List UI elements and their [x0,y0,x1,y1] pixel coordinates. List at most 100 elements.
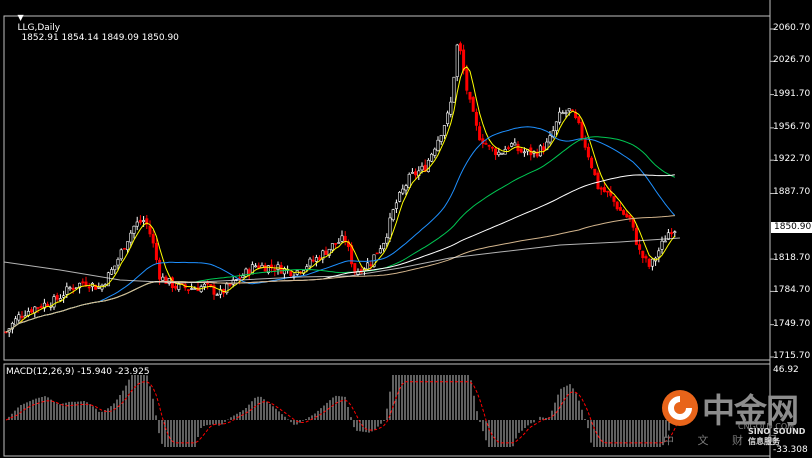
candle-body [548,135,552,143]
candle-body [458,43,462,52]
candle-body [62,295,66,298]
dropdown-triangle-icon[interactable]: ▼ [17,13,24,22]
candle-body [650,258,654,267]
candle-body [340,235,344,242]
candle-body [660,240,664,250]
candle-body [241,275,245,278]
candle-body [580,121,584,139]
watermark-site: CNGOLD.COM [738,422,795,431]
candle-body [174,285,178,289]
ma-100-line [5,174,675,333]
candle-body [58,298,62,301]
candle-body [324,250,328,255]
candle-body [564,112,568,114]
candle-body [36,307,40,309]
candle-body [10,323,14,330]
price-axis-label: 1749.70 [773,318,811,329]
candle-body [228,283,232,286]
candle-body [586,146,590,158]
ma-60-line [5,136,676,333]
candle-body [506,147,510,149]
candle-body [465,68,469,91]
ma-short-line [5,66,676,333]
candle-body [622,210,626,215]
candle-body [254,265,258,268]
candle-body [484,143,488,145]
candle-body [388,217,392,239]
candle-body [567,108,571,112]
candle-body [398,192,402,202]
candle-body [318,257,322,261]
candle-body [628,215,632,219]
price-axis-label: 2060.70 [773,23,811,33]
candle-body [17,314,21,321]
price-axis-label: 1715.70 [773,351,811,361]
candle-body [596,172,600,190]
candle-body [430,153,434,162]
candle-body [606,190,610,193]
candle-body [97,287,101,289]
candle-body [577,116,581,124]
cngold-logo-icon [662,390,698,426]
candle-body [71,287,75,290]
candle-body [634,227,638,245]
candle-body [439,135,443,142]
candle-body [522,151,526,154]
candle-body [39,305,43,308]
symbol-header: ▼ LLG,Daily 1852.91 1854.14 1849.09 1850… [6,3,178,53]
macd-histogram [5,375,679,447]
candle-body [535,151,539,157]
candle-body [394,202,398,209]
candle-body [78,282,82,289]
watermark-brand: SINO SOUND 信息服务 [748,427,806,446]
candle-body [327,248,331,256]
candle-body [263,265,267,272]
candle-body [225,283,229,294]
candle-body [212,285,216,295]
candle-body [449,101,453,115]
candle-body [663,240,667,243]
candle-body [670,232,674,235]
candle-body [478,126,482,141]
candle-body [193,288,197,290]
candle-body [538,145,542,157]
ma-long-line [3,237,681,284]
candle-body [558,111,562,123]
candle-body [154,242,158,261]
candle-body [161,276,165,281]
watermark-sub: 中 文 财 经 [663,434,788,447]
symbol-timeframe: LLG,Daily [17,23,61,33]
candle-body [308,258,312,267]
candle-body [657,250,661,258]
candle-body [551,130,555,138]
ma-30-line [5,126,676,333]
candle-body [602,187,606,193]
candle-body [554,121,558,131]
candle-body [590,157,594,169]
candle-body [385,237,389,244]
candle-body [167,278,171,284]
price-axis-label: 2026.70 [773,55,811,66]
candle-body [452,76,456,103]
candle-body [516,144,520,151]
candle-body [462,49,466,71]
candle-body [314,257,318,262]
candle-body [151,234,155,244]
macd-axis-top: 46.92 [773,365,799,375]
candle-body [599,187,603,190]
candle-body [279,265,283,274]
price-axis-label: 1991.70 [773,88,811,99]
candle-body [334,243,338,245]
candle-body [84,281,88,286]
candle-body [500,153,504,155]
candle-body [510,143,514,147]
candle-body [641,250,645,259]
candle-body [583,139,587,148]
candle-body [410,172,414,174]
candle-body [119,249,123,260]
candle-body [55,295,59,300]
candle-body [30,309,34,313]
candle-body [129,232,133,243]
